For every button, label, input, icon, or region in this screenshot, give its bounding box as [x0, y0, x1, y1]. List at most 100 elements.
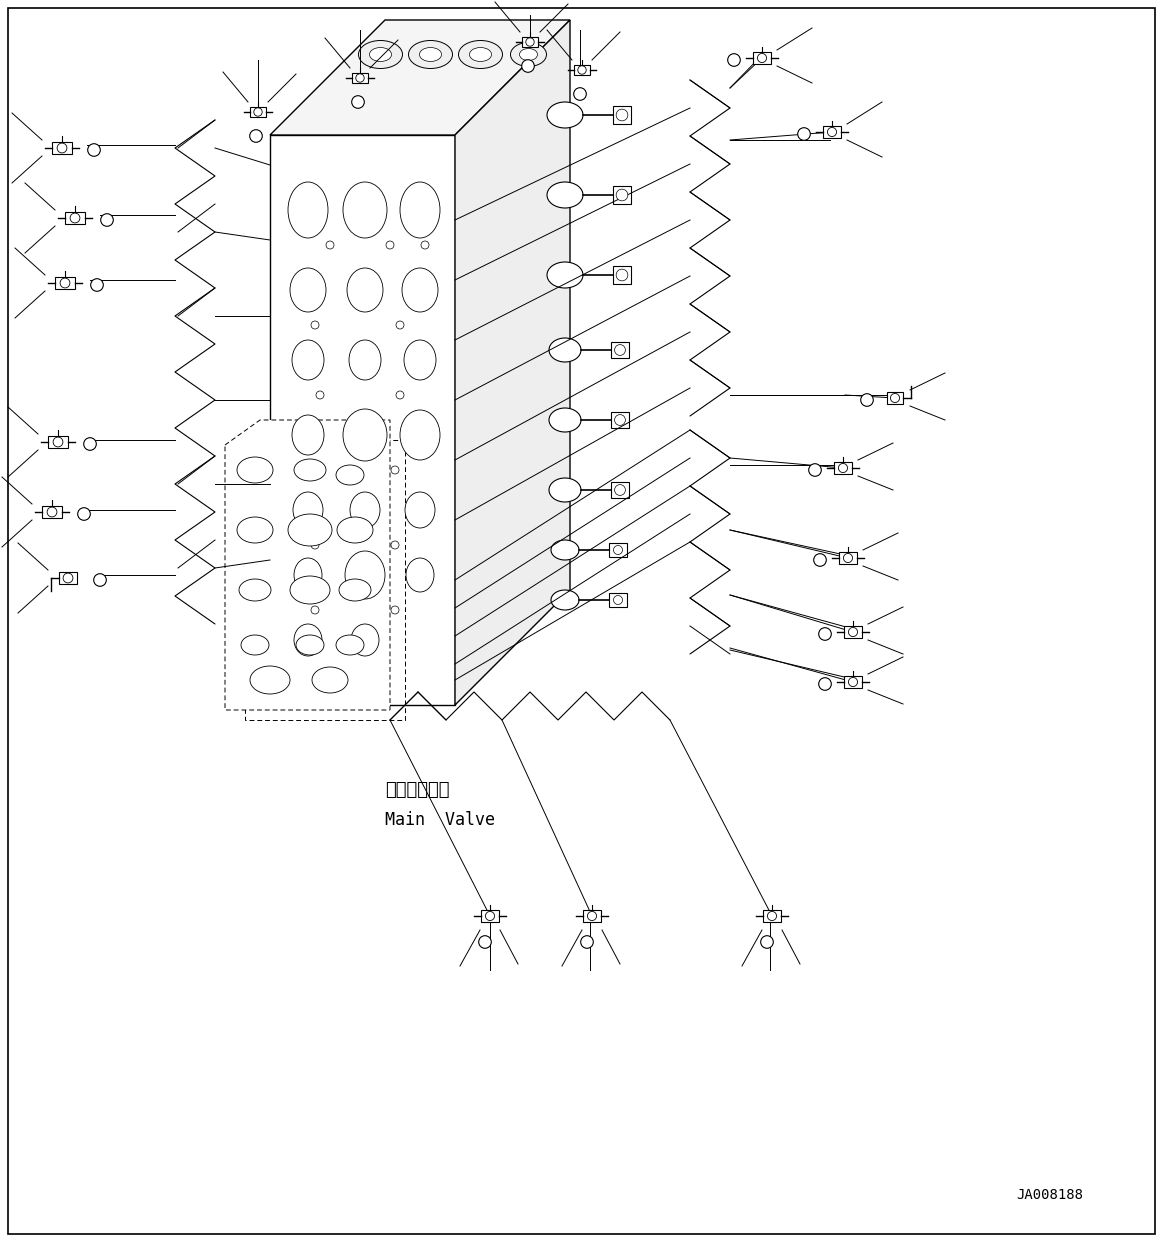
Ellipse shape [551, 590, 579, 610]
Ellipse shape [861, 394, 873, 406]
Ellipse shape [728, 53, 741, 66]
Polygon shape [611, 342, 629, 359]
Ellipse shape [402, 268, 438, 312]
Ellipse shape [395, 391, 404, 399]
Ellipse shape [616, 270, 628, 281]
Ellipse shape [311, 320, 319, 329]
Polygon shape [65, 211, 85, 225]
Ellipse shape [395, 320, 404, 329]
Ellipse shape [347, 268, 383, 312]
Ellipse shape [522, 60, 534, 72]
Ellipse shape [547, 183, 583, 207]
Polygon shape [270, 20, 570, 135]
Ellipse shape [240, 579, 271, 601]
Ellipse shape [293, 492, 323, 528]
Polygon shape [613, 266, 632, 284]
Ellipse shape [312, 667, 348, 693]
Polygon shape [48, 436, 67, 448]
Ellipse shape [616, 189, 628, 201]
Polygon shape [573, 65, 591, 76]
Ellipse shape [843, 554, 852, 563]
Ellipse shape [294, 623, 322, 656]
Polygon shape [752, 52, 771, 63]
Ellipse shape [336, 465, 364, 484]
Polygon shape [42, 505, 62, 518]
Ellipse shape [337, 517, 373, 543]
Polygon shape [823, 127, 841, 138]
Ellipse shape [370, 47, 392, 62]
Ellipse shape [839, 463, 848, 472]
Ellipse shape [391, 466, 399, 474]
Ellipse shape [520, 48, 537, 61]
Ellipse shape [386, 241, 394, 248]
Ellipse shape [290, 268, 326, 312]
Polygon shape [609, 543, 627, 556]
Ellipse shape [237, 517, 273, 543]
Ellipse shape [237, 457, 273, 483]
Ellipse shape [87, 144, 100, 156]
Ellipse shape [336, 635, 364, 655]
Ellipse shape [84, 437, 97, 451]
Ellipse shape [798, 128, 811, 140]
Polygon shape [613, 186, 632, 204]
Ellipse shape [311, 542, 319, 549]
Ellipse shape [757, 53, 766, 62]
Ellipse shape [338, 579, 371, 601]
Text: Main  Valve: Main Valve [385, 811, 495, 828]
Ellipse shape [78, 508, 91, 520]
Ellipse shape [614, 415, 626, 426]
Ellipse shape [311, 606, 319, 614]
Ellipse shape [849, 627, 857, 637]
Ellipse shape [578, 66, 586, 75]
Ellipse shape [345, 551, 385, 599]
Ellipse shape [580, 935, 593, 949]
Ellipse shape [549, 338, 582, 361]
Ellipse shape [288, 514, 331, 546]
Ellipse shape [70, 214, 80, 222]
Ellipse shape [405, 492, 435, 528]
Ellipse shape [311, 466, 319, 474]
Ellipse shape [288, 183, 328, 238]
Ellipse shape [294, 460, 326, 481]
Text: メインバルブ: メインバルブ [385, 781, 450, 799]
Polygon shape [583, 910, 601, 922]
Ellipse shape [391, 542, 399, 549]
Ellipse shape [326, 241, 334, 248]
Ellipse shape [297, 635, 324, 655]
Ellipse shape [614, 545, 622, 554]
Ellipse shape [53, 437, 63, 447]
Ellipse shape [63, 573, 73, 582]
Ellipse shape [356, 73, 364, 82]
Ellipse shape [294, 558, 322, 592]
Ellipse shape [254, 108, 262, 117]
Ellipse shape [420, 47, 442, 62]
Polygon shape [480, 910, 499, 922]
Polygon shape [609, 592, 627, 607]
Ellipse shape [891, 394, 899, 402]
Ellipse shape [551, 540, 579, 560]
Polygon shape [455, 20, 570, 705]
Polygon shape [611, 482, 629, 498]
Ellipse shape [351, 96, 364, 108]
Ellipse shape [404, 340, 436, 380]
Ellipse shape [358, 41, 402, 68]
Ellipse shape [819, 678, 832, 691]
Ellipse shape [526, 37, 534, 46]
Polygon shape [844, 626, 862, 638]
Ellipse shape [549, 409, 582, 432]
Polygon shape [834, 462, 852, 474]
Ellipse shape [547, 262, 583, 288]
Polygon shape [52, 142, 72, 154]
Ellipse shape [94, 574, 106, 586]
Ellipse shape [849, 677, 857, 687]
Polygon shape [611, 411, 629, 428]
Ellipse shape [827, 128, 836, 137]
Ellipse shape [814, 554, 826, 566]
Ellipse shape [573, 88, 586, 101]
Polygon shape [763, 910, 782, 922]
Ellipse shape [101, 214, 113, 226]
Ellipse shape [292, 340, 324, 380]
Ellipse shape [391, 606, 399, 614]
Ellipse shape [60, 278, 70, 288]
Ellipse shape [808, 463, 821, 476]
